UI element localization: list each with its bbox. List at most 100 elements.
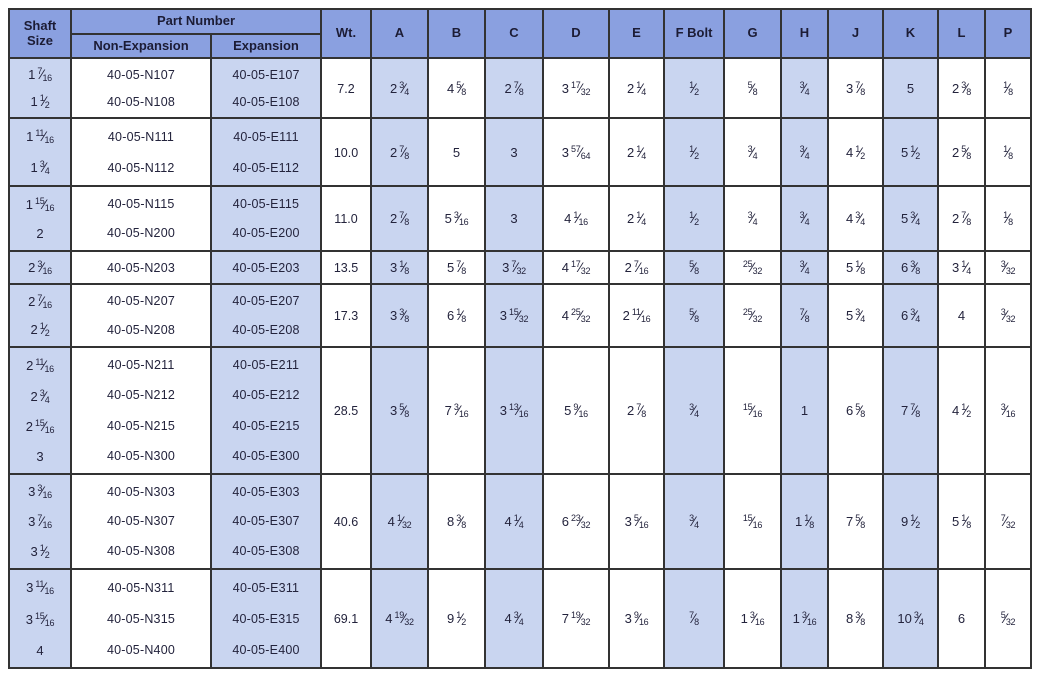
parts-table: Shaft Size Part Number Wt. A B C D E F B… xyxy=(8,8,1032,669)
cell-wt: 17.3 xyxy=(320,283,372,348)
cell-dim-e: 2 1⁄4 xyxy=(608,57,665,119)
fraction-value: 2 7⁄8 xyxy=(951,210,971,227)
header-dim-g: G xyxy=(723,8,782,59)
fraction-value: 15⁄16 xyxy=(742,513,763,530)
cell-text: 40-05-E308 xyxy=(232,544,300,559)
fraction-value: 5 9⁄16 xyxy=(564,402,588,419)
table-row-group: 1 7⁄16 1 1⁄2 40-05-N107 40-05-N108 40-05-E107 4… xyxy=(8,57,1032,119)
cell-dim-b: 7 3⁄16 xyxy=(427,346,486,475)
cell-dim-l: 2 7⁄8 xyxy=(937,185,986,252)
header-dim-e: E xyxy=(608,8,665,59)
cell-dim-l: 4 1⁄2 xyxy=(937,346,986,475)
cell-dim-h: 3⁄4 xyxy=(780,250,829,285)
cell-dim-e: 2 7⁄16 xyxy=(608,250,665,285)
cell-part-non-expansion-stack: 40-05-N303 40-05-N307 40-05-N308 xyxy=(73,476,209,567)
fraction-value: 7⁄32 xyxy=(1000,513,1016,530)
fraction-value: 3⁄16 xyxy=(1000,402,1016,419)
cell-part-non-expansion: 40-05-N115 40-05-N200 xyxy=(70,185,212,252)
cell-text: 40-05-E300 xyxy=(232,448,300,463)
cell-dim-j: 6 5⁄8 xyxy=(827,346,884,475)
cell-dim-e: 2 1⁄4 xyxy=(608,185,665,252)
cell-text: 40-05-E203 xyxy=(232,261,300,275)
fraction-value: 2 1⁄4 xyxy=(626,79,646,97)
fraction-value: 4 1⁄16 xyxy=(564,210,588,227)
fraction-value: 5⁄8 xyxy=(747,79,758,97)
cell-part-expansion: 40-05-E115 40-05-E200 xyxy=(210,185,322,252)
cell-text: 40.6 xyxy=(333,515,359,529)
fraction-value: 3⁄4 xyxy=(689,402,699,419)
cell-text: 40-05-N108 xyxy=(106,94,175,109)
cell-text: 40-05-E111 xyxy=(233,129,299,144)
fraction-value: 2 7⁄16 xyxy=(624,259,649,276)
fraction-value: 4 3⁄4 xyxy=(845,210,865,227)
fraction-value: 5⁄32 xyxy=(1000,610,1016,627)
cell-dim-g: 15⁄16 xyxy=(723,473,782,570)
fraction-value: 2 1⁄4 xyxy=(626,143,646,161)
fraction-value: 1⁄8 xyxy=(1003,143,1013,161)
cell-text: 40-05-E208 xyxy=(232,322,300,337)
cell-dim-k: 7 7⁄8 xyxy=(882,346,939,475)
fraction-value: 3⁄32 xyxy=(1000,259,1016,276)
cell-dim-e: 2 7⁄8 xyxy=(608,346,665,475)
cell-dim-h: 1 xyxy=(780,346,829,475)
fraction-value: 3 13⁄16 xyxy=(499,402,529,419)
cell-dim-f-bolt: 5⁄8 xyxy=(663,283,725,348)
cell-wt: 7.2 xyxy=(320,57,372,119)
cell-dim-e: 3 5⁄16 xyxy=(608,473,665,570)
fraction-value: 5 1⁄8 xyxy=(845,259,865,276)
cell-wt: 28.5 xyxy=(320,346,372,475)
fraction-value: 4 1⁄2 xyxy=(845,143,865,161)
cell-dim-k: 6 3⁄8 xyxy=(882,250,939,285)
cell-dim-l: 2 3⁄8 xyxy=(937,57,986,119)
cell-dim-j: 8 3⁄8 xyxy=(827,568,884,669)
fraction-value: 3⁄4 xyxy=(689,513,699,530)
fraction-value: 5 xyxy=(452,144,461,160)
cell-text: 40-05-E311 xyxy=(232,580,300,595)
cell-shaft-size: 3 3⁄16 3 7⁄16 3 1⁄2 xyxy=(8,473,72,570)
cell-dim-b: 8 3⁄8 xyxy=(427,473,486,570)
cell-dim-p: 1⁄8 xyxy=(984,185,1032,252)
table-row-group: 1 11⁄16 1 3⁄4 40-05-N111 40-05-N112 40-05-E111… xyxy=(8,117,1032,187)
fraction-value: 9 1⁄2 xyxy=(900,513,920,530)
fraction-value: 3 17⁄32 xyxy=(561,79,591,97)
fraction-value: 1⁄2 xyxy=(689,143,699,161)
fraction-value: 4 xyxy=(957,308,966,323)
fraction-value: 3 9⁄16 xyxy=(624,610,649,627)
cell-dim-g: 5⁄8 xyxy=(723,57,782,119)
cell-shaft-size-stack: 1 7⁄16 1 1⁄2 xyxy=(11,60,69,116)
cell-dim-a: 4 1⁄32 xyxy=(370,473,429,570)
fraction-value: 6 5⁄8 xyxy=(845,402,865,419)
fraction-value: 4 3⁄4 xyxy=(504,610,524,627)
cell-dim-k: 5 xyxy=(882,57,939,119)
fraction-value: 7 7⁄8 xyxy=(900,402,920,419)
cell-dim-f-bolt: 1⁄2 xyxy=(663,117,725,187)
cell-part-non-expansion-stack: 40-05-N115 40-05-N200 xyxy=(73,188,209,249)
cell-dim-p: 5⁄32 xyxy=(984,568,1032,669)
cell-text: 40-05-E212 xyxy=(232,388,300,403)
fraction-value: 2 7⁄8 xyxy=(389,143,409,161)
cell-dim-p: 3⁄32 xyxy=(984,283,1032,348)
fraction-value: 3⁄32 xyxy=(1000,307,1016,324)
cell-shaft-size: 1 7⁄16 1 1⁄2 xyxy=(8,57,72,119)
cell-part-expansion: 40-05-E111 40-05-E112 xyxy=(210,117,322,187)
cell-part-non-expansion-stack: 40-05-N311 40-05-N315 40-05-N400 xyxy=(73,571,209,666)
cell-text: 40-05-N300 xyxy=(106,448,175,463)
fraction-value: 2 7⁄8 xyxy=(389,210,409,227)
cell-text: 40-05-N203 xyxy=(106,261,175,275)
fraction-value: 2 3⁄4 xyxy=(30,387,50,405)
header-dim-b: B xyxy=(427,8,486,59)
fraction-value: 5 1⁄2 xyxy=(900,143,920,161)
fraction-value: 2 5⁄8 xyxy=(951,143,971,161)
cell-dim-h: 7⁄8 xyxy=(780,283,829,348)
cell-dim-f-bolt: 5⁄8 xyxy=(663,250,725,285)
fraction-value: 5 3⁄4 xyxy=(845,307,865,324)
cell-text: 40-05-E108 xyxy=(232,94,300,109)
cell-text: 40-05-N112 xyxy=(107,160,175,175)
cell-dim-h: 3⁄4 xyxy=(780,185,829,252)
header-dim-d: D xyxy=(542,8,610,59)
cell-dim-c: 3 xyxy=(484,185,544,252)
cell-part-non-expansion: 40-05-N211 40-05-N212 40-05-N215 40-05-N300 xyxy=(70,346,212,475)
cell-dim-e: 2 11⁄16 xyxy=(608,283,665,348)
header-dim-c: C xyxy=(484,8,544,59)
